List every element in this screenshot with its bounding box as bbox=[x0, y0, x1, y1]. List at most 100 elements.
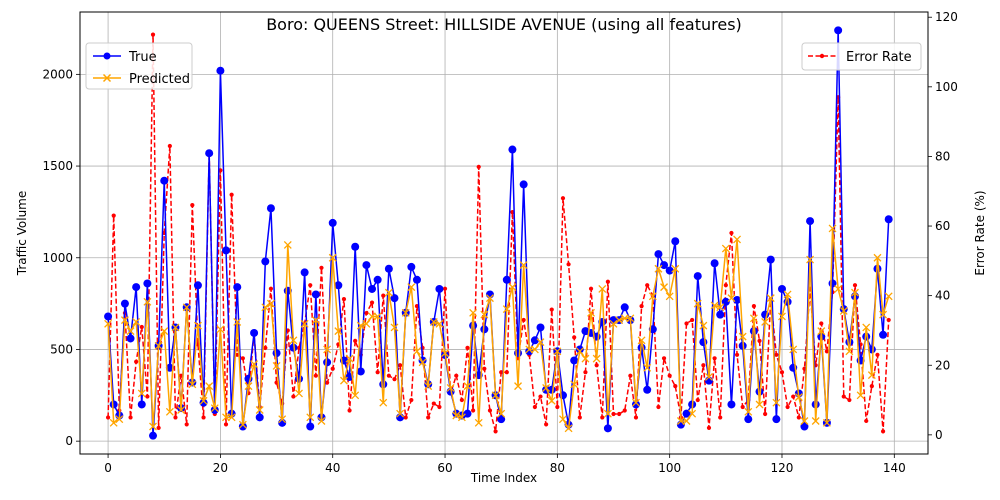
predicted-point bbox=[300, 319, 309, 328]
error-rate-point bbox=[633, 415, 639, 420]
true-point bbox=[570, 356, 579, 365]
predicted-point bbox=[862, 323, 871, 332]
true-point bbox=[682, 409, 691, 418]
error-rate-point bbox=[459, 397, 464, 403]
error-rate-point bbox=[347, 408, 352, 413]
error-rate-point bbox=[381, 293, 386, 298]
legend-error-label: Error Rate bbox=[846, 50, 912, 65]
y2-tick-label: 120 bbox=[935, 10, 958, 24]
predicted-point bbox=[424, 382, 433, 391]
true-point bbox=[519, 180, 528, 189]
true-point bbox=[149, 431, 158, 440]
predicted-point bbox=[822, 418, 831, 427]
true-point bbox=[536, 323, 545, 332]
predicted-point bbox=[660, 283, 669, 292]
predicted-point bbox=[564, 424, 573, 433]
legend-right: Error Rate bbox=[801, 42, 922, 71]
error-rate-point bbox=[880, 429, 886, 434]
predicted-point bbox=[581, 354, 590, 363]
true-point bbox=[373, 275, 382, 284]
error-rate-point bbox=[454, 373, 459, 378]
y2-tick-label: 20 bbox=[935, 358, 950, 372]
predicted-point bbox=[238, 420, 247, 429]
true-point bbox=[800, 422, 809, 431]
series-layer bbox=[104, 26, 893, 440]
predicted-point bbox=[873, 253, 882, 262]
predicted-point bbox=[603, 409, 612, 418]
predicted-point bbox=[266, 299, 275, 308]
true-point bbox=[328, 218, 337, 227]
predicted-point bbox=[154, 341, 163, 350]
predicted-point bbox=[278, 415, 287, 424]
error-rate-point bbox=[819, 321, 824, 326]
true-point bbox=[104, 312, 113, 321]
predicted-point bbox=[210, 404, 219, 413]
error-rate-point bbox=[313, 373, 318, 378]
error-rate-point bbox=[690, 317, 695, 323]
error-rate-point bbox=[319, 265, 324, 270]
predicted-point bbox=[682, 417, 691, 425]
true-point bbox=[216, 66, 225, 75]
predicted-point bbox=[733, 235, 742, 244]
x-tick-label: 40 bbox=[325, 461, 340, 475]
error-rate-point bbox=[617, 411, 622, 417]
true-point bbox=[272, 349, 281, 358]
predicted-point bbox=[188, 380, 197, 389]
true-point bbox=[210, 405, 219, 414]
chart-title: Boro: QUEENS Street: HILLSIDE AVENUE (us… bbox=[266, 15, 742, 34]
error-rate-point bbox=[661, 356, 667, 361]
error-rate-point bbox=[751, 303, 757, 309]
predicted-point bbox=[632, 398, 640, 407]
true-point bbox=[351, 242, 360, 251]
true-point bbox=[463, 409, 472, 418]
true-point bbox=[710, 259, 719, 268]
error-rate-point bbox=[639, 303, 644, 309]
predicted-point bbox=[193, 321, 202, 330]
predicted-point bbox=[598, 284, 607, 293]
predicted-point bbox=[530, 345, 539, 354]
true-point bbox=[660, 261, 669, 270]
predicted-point bbox=[615, 316, 624, 325]
predicted-point bbox=[165, 407, 174, 416]
error-rate-point bbox=[493, 429, 498, 434]
true-point bbox=[435, 284, 444, 293]
true-point bbox=[362, 261, 371, 270]
predicted-point bbox=[306, 413, 315, 422]
true-point bbox=[716, 310, 725, 319]
predicted-point bbox=[323, 345, 332, 354]
y2-tick-label: 80 bbox=[935, 149, 950, 163]
predicted-point bbox=[418, 358, 427, 367]
error-rate-point bbox=[499, 370, 504, 375]
predicted-point bbox=[508, 283, 517, 292]
error-rate-point bbox=[134, 359, 139, 364]
true-point bbox=[289, 343, 298, 352]
error-rate-point bbox=[173, 415, 178, 420]
predicted-point bbox=[845, 347, 854, 356]
true-point bbox=[132, 283, 141, 292]
true-point bbox=[233, 283, 242, 292]
error-rate-point bbox=[779, 370, 785, 375]
legend-right-box bbox=[801, 42, 922, 71]
predicted-point bbox=[570, 380, 579, 389]
x-tick-label: 0 bbox=[104, 461, 112, 475]
predicted-point bbox=[716, 303, 725, 312]
error-rate-point bbox=[426, 415, 431, 420]
predicted-point bbox=[126, 327, 135, 336]
predicted-point bbox=[620, 314, 629, 323]
error-rate-point bbox=[263, 345, 268, 350]
true-point bbox=[137, 400, 146, 409]
true-point bbox=[575, 345, 584, 354]
error-rate-point bbox=[156, 425, 161, 430]
true-point bbox=[806, 217, 815, 226]
error-rate-point bbox=[611, 411, 616, 417]
error-rate-point bbox=[167, 143, 172, 149]
true-point bbox=[631, 400, 640, 409]
predicted-point bbox=[665, 292, 674, 301]
predicted-point bbox=[587, 308, 596, 317]
predicted-point bbox=[216, 325, 225, 334]
error-rate-point bbox=[487, 408, 493, 413]
error-rate-point bbox=[386, 373, 391, 378]
true-point bbox=[744, 415, 753, 424]
y2-tick-label: 60 bbox=[935, 219, 950, 233]
